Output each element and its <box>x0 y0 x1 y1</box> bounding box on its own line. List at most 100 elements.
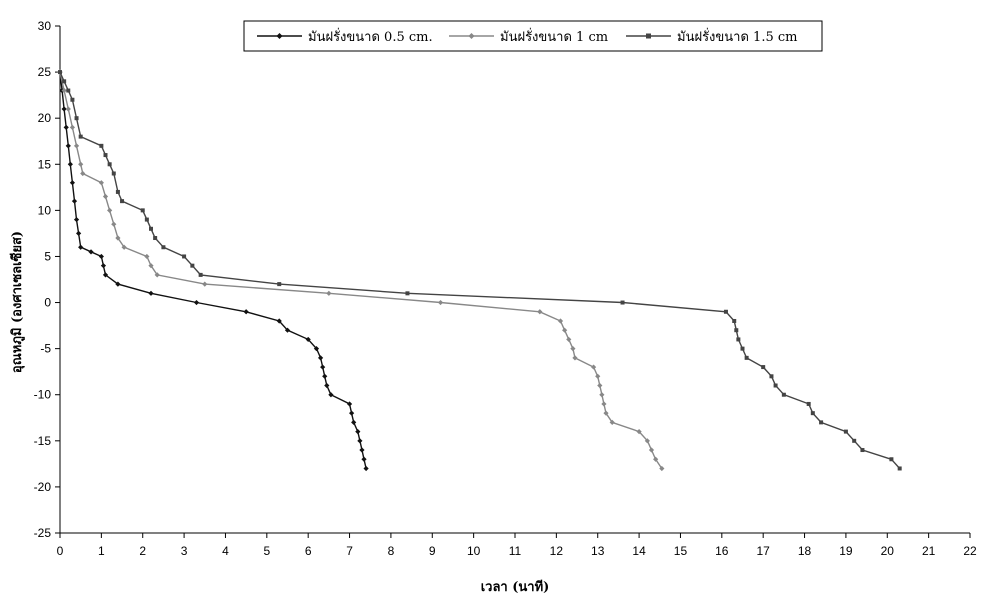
y-axis-title: อุณหภูมิ (องศาเซลเซียส) <box>9 231 25 373</box>
y-tick-label: 20 <box>38 111 52 125</box>
data-point <box>599 392 605 398</box>
data-point <box>562 327 568 333</box>
data-point <box>148 263 154 269</box>
data-point <box>810 411 815 416</box>
x-tick-label: 11 <box>509 544 522 558</box>
y-tick-label: 0 <box>44 296 51 310</box>
data-point <box>115 189 120 194</box>
data-point <box>190 263 195 268</box>
data-point <box>744 355 749 360</box>
data-point <box>148 290 154 296</box>
data-point <box>897 466 902 471</box>
data-point <box>761 365 766 370</box>
x-tick-label: 18 <box>798 544 812 558</box>
data-point <box>437 299 444 306</box>
data-point <box>351 419 357 425</box>
data-point <box>243 309 249 315</box>
data-point <box>76 230 82 237</box>
x-tick-label: 2 <box>139 544 146 558</box>
data-point <box>80 170 86 177</box>
data-point <box>322 373 328 379</box>
data-point <box>852 438 857 443</box>
x-tick-label: 15 <box>674 544 688 558</box>
data-point <box>773 383 778 388</box>
data-point <box>61 87 67 94</box>
data-point <box>107 207 113 213</box>
data-point <box>653 456 659 462</box>
data-point <box>659 465 665 472</box>
legend-item-1: มันฝรั่งขนาด 1 cm <box>449 28 608 45</box>
series-line-1 <box>59 71 663 469</box>
series-1 <box>57 69 665 472</box>
data-point <box>740 346 745 351</box>
data-point <box>359 447 365 453</box>
data-point <box>88 249 94 255</box>
data-point <box>65 106 71 112</box>
x-tick-label: 5 <box>263 544 270 558</box>
data-point <box>363 465 369 472</box>
data-point <box>769 374 774 379</box>
series-0 <box>57 69 369 472</box>
x-tick-label: 1 <box>98 544 105 558</box>
data-point <box>349 410 355 416</box>
data-point <box>78 244 84 250</box>
data-point <box>806 401 811 406</box>
data-point <box>648 447 655 453</box>
data-point <box>305 336 311 343</box>
data-point <box>100 263 107 269</box>
data-point <box>860 448 865 453</box>
data-point <box>144 253 150 260</box>
data-point <box>597 382 603 389</box>
y-tick-label: 5 <box>44 249 51 263</box>
data-point <box>63 124 69 130</box>
x-tick-label: 14 <box>632 544 646 558</box>
x-tick-label: 3 <box>181 544 188 558</box>
data-point <box>620 300 625 305</box>
x-tick-label: 8 <box>388 544 395 558</box>
x-tick-label: 17 <box>757 544 771 558</box>
data-point <box>590 364 597 370</box>
data-point <box>66 88 71 93</box>
data-point <box>149 226 153 231</box>
data-point <box>120 199 125 204</box>
data-point <box>736 337 741 342</box>
x-tick-label: 19 <box>839 544 853 558</box>
data-point <box>99 143 104 148</box>
data-point <box>636 429 642 435</box>
data-point <box>601 401 607 407</box>
data-point <box>276 318 282 324</box>
data-point <box>328 392 334 398</box>
data-point <box>61 106 67 112</box>
data-point <box>161 245 166 250</box>
data-point <box>102 193 109 200</box>
data-point <box>843 429 848 434</box>
data-point <box>153 236 158 241</box>
y-tick-label: -5 <box>40 342 51 356</box>
data-point <box>405 291 410 296</box>
x-tick-label: 21 <box>922 544 936 558</box>
data-point <box>572 355 578 361</box>
legend-item-2: มันฝรั่งขนาด 1.5 cm <box>626 28 797 45</box>
y-tick-label: -10 <box>34 388 52 402</box>
data-point <box>65 143 71 149</box>
y-tick-label: -20 <box>34 480 52 494</box>
data-point <box>182 254 187 259</box>
data-point <box>67 161 73 167</box>
data-point <box>115 235 121 241</box>
data-point <box>284 327 291 333</box>
data-point <box>361 456 367 462</box>
legend-item-0: มันฝรั่งขนาด 0.5 cm. <box>257 28 433 45</box>
data-point <box>566 336 572 343</box>
legend-label-2: มันฝรั่งขนาด 1.5 cm <box>677 28 797 45</box>
data-point <box>603 410 609 416</box>
plot-area: 0 1 2 3 4 5 6 7 8 9 10 11 12 13 14 15 16 17 18 19 20 21 22 302… <box>34 19 977 558</box>
data-point <box>140 208 145 213</box>
x-tick-label: 20 <box>881 544 895 558</box>
data-point <box>193 299 200 306</box>
data-point <box>58 70 62 75</box>
y-ticks: 30 25 20 15 10 5 0 -5 -10 -15 -20 -25 <box>34 19 60 540</box>
data-point <box>107 162 112 167</box>
x-tick-label: 12 <box>550 544 564 558</box>
y-tick-label: 15 <box>38 157 52 171</box>
data-point <box>144 217 149 222</box>
